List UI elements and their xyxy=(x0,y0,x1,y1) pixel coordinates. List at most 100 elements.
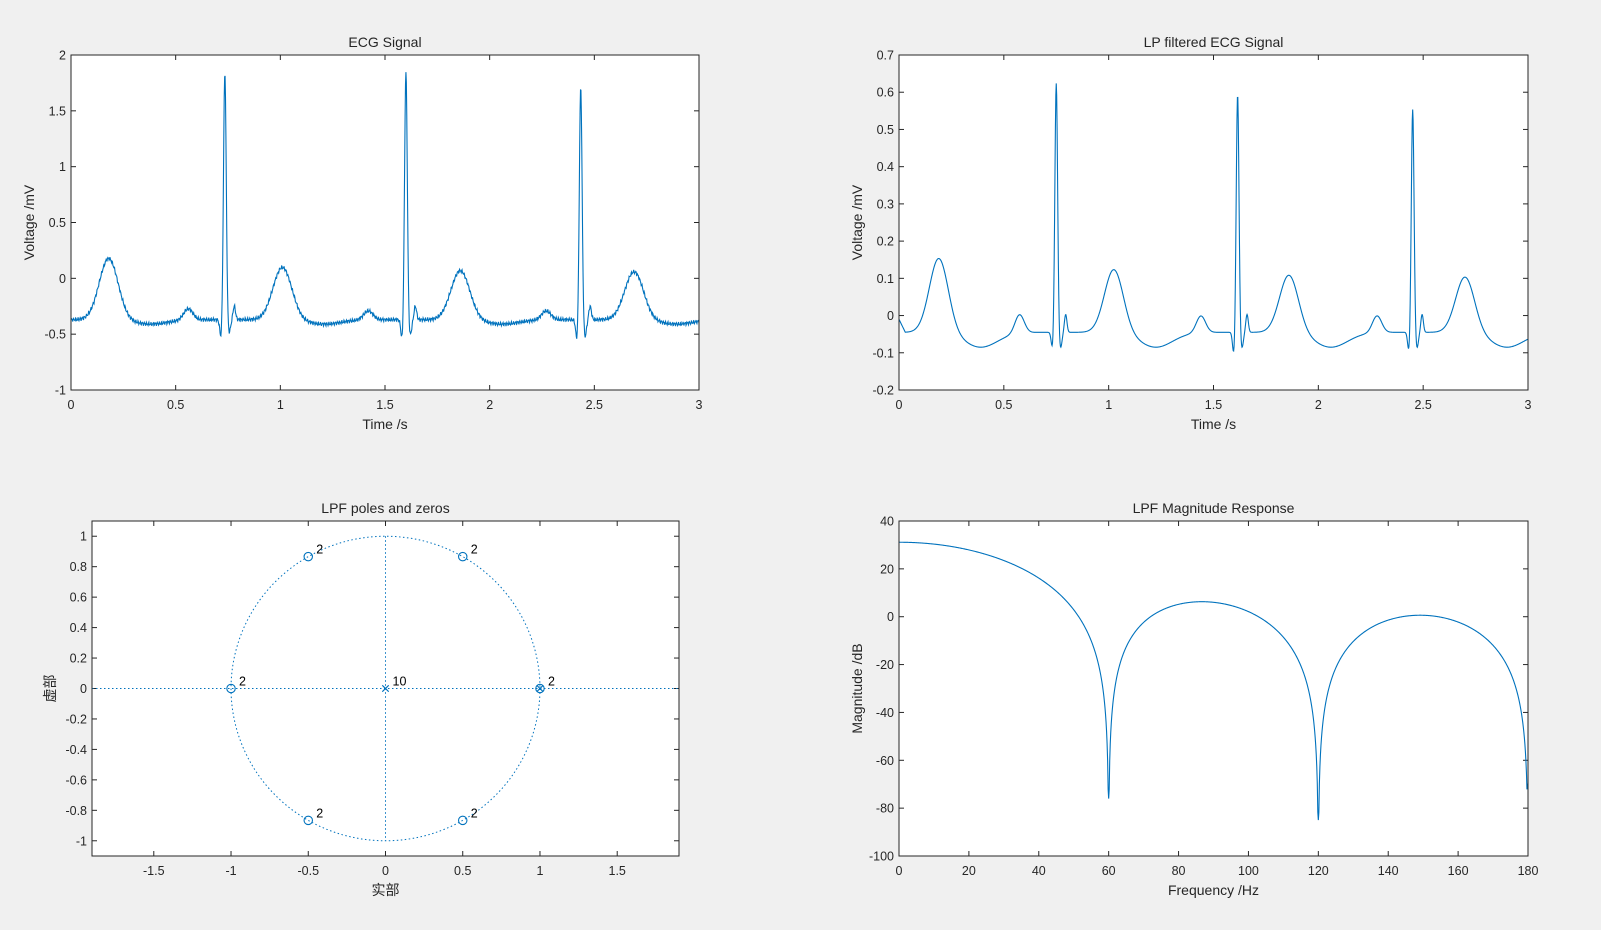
filtered-ylabel: Voltage /mV xyxy=(849,184,865,260)
ecg-ytick-label: 1.5 xyxy=(49,104,66,118)
ecg-ytick-label: -0.5 xyxy=(44,328,66,342)
ecg-filtered-xtick-label: 2 xyxy=(1315,398,1322,412)
ecg-xtick-label: 1.5 xyxy=(376,398,393,412)
ecg-ytick-label: 1 xyxy=(59,160,66,174)
pzmap-xtick-label: 0 xyxy=(382,864,389,878)
magnitude-ytick-label: 20 xyxy=(880,562,894,576)
ecg-series-line xyxy=(70,72,700,339)
ecg-filtered-ytick-label: 0.5 xyxy=(877,123,894,137)
pzmap-pole-marker xyxy=(536,684,544,693)
pzmap-zero-multiplicity: 2 xyxy=(239,675,246,689)
magnitude-ytick-label: -100 xyxy=(869,850,894,864)
magnitude-series-line xyxy=(899,541,1529,821)
magnitude-xtick-label: 60 xyxy=(1102,864,1116,878)
magnitude-ylabel: Magnitude /dB xyxy=(849,643,865,733)
magnitude-xtick-label: 80 xyxy=(1172,864,1186,878)
pzmap-zero-multiplicity: 2 xyxy=(471,806,478,820)
pzmap-zero-multiplicity: 2 xyxy=(548,675,555,689)
pzmap-ytick-label: 0.6 xyxy=(70,591,87,605)
ecg-filtered-xtick-label: 0.5 xyxy=(995,398,1012,412)
pzmap-ytick-label: -0.8 xyxy=(65,804,87,818)
pzmap-ytick-label: 0 xyxy=(80,682,87,696)
magnitude-xtick-label: 180 xyxy=(1518,864,1539,878)
pzmap-xlabel: 实部 xyxy=(372,882,400,898)
pzmap-ytick-label: 0.2 xyxy=(70,652,87,666)
ecg-ytick-label: 0.5 xyxy=(49,216,66,230)
ecg-filtered-xtick-label: 2.5 xyxy=(1414,398,1431,412)
pzmap-zero-marker xyxy=(226,683,236,694)
pzmap-zero-multiplicity: 2 xyxy=(316,543,323,557)
pzmap-xtick-label: 1.5 xyxy=(609,864,626,878)
ecg-xtick-label: 3 xyxy=(696,398,703,412)
pzmap-pole-marker xyxy=(381,684,390,693)
pzmap-pole-multiplicity: 10 xyxy=(393,675,407,689)
ecg-ytick-label: 2 xyxy=(59,49,66,63)
magnitude-axes-frame xyxy=(898,520,1529,857)
pzmap-zero-marker xyxy=(303,551,314,562)
pzmap-axes-frame xyxy=(91,520,680,857)
ecg-plot-area xyxy=(71,55,699,390)
ecg-ylabel: Voltage /mV xyxy=(21,184,37,260)
ecg-filtered-ytick-label: 0 xyxy=(887,309,894,323)
ecg-filtered-ytick-label: 0.4 xyxy=(877,160,894,174)
ecg-filtered-ytick-label: 0.2 xyxy=(877,235,894,249)
ecg-filtered-ytick-label: 0.3 xyxy=(877,197,894,211)
ecg-filtered-ytick-label: -0.1 xyxy=(872,346,894,360)
ecg-filtered-ytick-label: 0.7 xyxy=(877,49,894,63)
pzmap-ytick-label: -0.6 xyxy=(65,773,87,787)
magnitude-ytick-label: -80 xyxy=(876,802,894,816)
pzmap-ytick-label: 1 xyxy=(80,530,87,544)
ecg-xlabel: Time /s xyxy=(362,416,407,432)
magnitude-ytick-label: -20 xyxy=(876,658,894,672)
pzmap-title: LPF poles and zeros xyxy=(321,500,449,516)
magnitude-xtick-label: 20 xyxy=(962,864,976,878)
pzmap-xtick-label: -1 xyxy=(225,864,236,878)
ecg-filtered-xtick-label: 0 xyxy=(896,398,903,412)
ecg-xtick-label: 0.5 xyxy=(167,398,184,412)
magnitude-plot-area xyxy=(899,521,1528,856)
pzmap-ytick-label: -0.4 xyxy=(65,743,87,757)
pzmap-xtick-label: -1.5 xyxy=(143,864,165,878)
ecg-ytick-label: 0 xyxy=(59,272,66,286)
magnitude-xtick-label: 40 xyxy=(1032,864,1046,878)
pzmap-xtick-label: -0.5 xyxy=(297,864,319,878)
axes-poles-zeros[interactable]: LPF poles and zeros 实部 虚部 -1.5 -1 -0.5 0 0.5… xyxy=(42,500,680,898)
filtered-xlabel: Time /s xyxy=(1191,416,1236,432)
pzmap-ylabel: 虚部 xyxy=(42,675,58,703)
pzmap-zero-marker xyxy=(535,683,545,694)
ecg-xtick-label: 0 xyxy=(68,398,75,412)
pzmap-zero-marker xyxy=(457,551,468,562)
magnitude-ytick-label: -60 xyxy=(876,754,894,768)
magnitude-xtick-label: 0 xyxy=(896,864,903,878)
magnitude-xtick-label: 140 xyxy=(1378,864,1399,878)
ecg-filtered-plot-area xyxy=(899,55,1528,390)
ecg-xtick-label: 1 xyxy=(277,398,284,412)
pzmap-zero-marker xyxy=(303,815,314,826)
filtered-title: LP filtered ECG Signal xyxy=(1144,34,1284,50)
pzmap-ytick-label: 0.4 xyxy=(70,621,87,635)
magnitude-title: LPF Magnitude Response xyxy=(1133,500,1295,516)
pzmap-zero-marker xyxy=(457,815,468,826)
ecg-axes-frame xyxy=(70,54,700,391)
magnitude-ytick-label: 40 xyxy=(880,515,894,529)
pzmap-zero-multiplicity: 2 xyxy=(471,543,478,557)
magnitude-ytick-label: 0 xyxy=(887,610,894,624)
magnitude-xtick-label: 120 xyxy=(1308,864,1329,878)
ecg-filtered-ytick-label: 0.1 xyxy=(877,272,894,286)
axes-magnitude-response[interactable]: LPF Magnitude Response Frequency /Hz Mag… xyxy=(849,500,1538,898)
ecg-filtered-axes-frame xyxy=(898,54,1529,391)
magnitude-xtick-label: 100 xyxy=(1238,864,1259,878)
axes-ecg-signal[interactable]: ECG Signal Time /s Voltage /mV 0 0.5 1 1.5 2… xyxy=(21,34,703,432)
ecg-filtered-series-line xyxy=(898,83,1529,352)
ecg-filtered-ytick-label: -0.2 xyxy=(872,384,894,398)
ecg-title: ECG Signal xyxy=(348,34,421,50)
magnitude-xlabel: Frequency /Hz xyxy=(1168,882,1259,898)
pzmap-zero-multiplicity: 2 xyxy=(316,806,323,820)
pzmap-ytick-label: -1 xyxy=(76,834,87,848)
ecg-filtered-ytick-label: 0.6 xyxy=(877,86,894,100)
ecg-filtered-xtick-label: 3 xyxy=(1525,398,1532,412)
pzmap-ytick-label: 0.8 xyxy=(70,560,87,574)
axes-lp-filtered-ecg[interactable]: LP filtered ECG Signal Time /s Voltage /… xyxy=(849,34,1532,432)
pzmap-xtick-label: 1 xyxy=(536,864,543,878)
